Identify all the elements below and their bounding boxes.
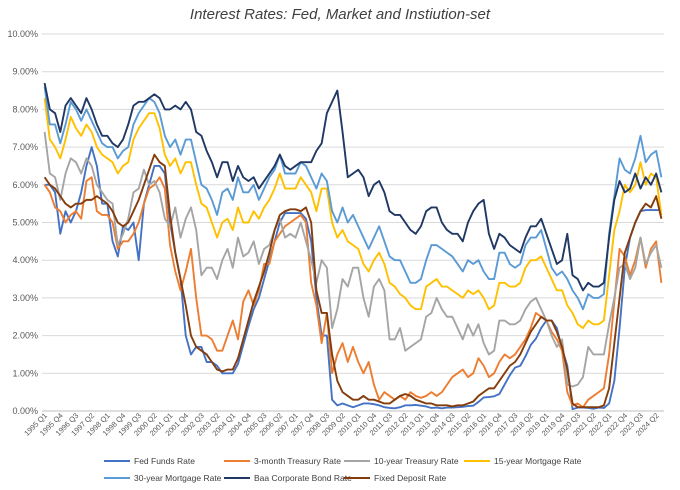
legend-label: Fed Funds Rate	[134, 456, 195, 466]
chart-title: Interest Rates: Fed, Market and Instiuti…	[189, 6, 491, 23]
y-tick-label: 0.00%	[12, 406, 38, 416]
series-line-baa-corporate-bond-rate	[43, 82, 663, 292]
series-line-30-year-mortgage-rate	[43, 86, 663, 311]
y-tick-label: 3.00%	[12, 293, 38, 303]
legend-label: Baa Corporate Bond Rate	[254, 473, 352, 483]
series-line-15-year-mortgage-rate	[43, 97, 663, 330]
legend-label: Fixed Deposit Rate	[374, 473, 447, 483]
y-tick-label: 8.00%	[12, 104, 38, 114]
y-tick-label: 9.00%	[12, 67, 38, 77]
y-tick-label: 1.00%	[12, 368, 38, 378]
legend-label: 3-month Treasury Rate	[254, 456, 341, 466]
y-tick-label: 2.00%	[12, 331, 38, 341]
legend-label: 30-year Mortgage Rate	[134, 473, 222, 483]
series-line-10-year-treasury-rate	[43, 131, 663, 388]
y-tick-label: 5.00%	[12, 218, 38, 228]
y-tick-label: 10.00%	[7, 29, 38, 39]
series-line-fed-funds-rate	[44, 146, 662, 411]
legend-label: 15-year Mortgage Rate	[494, 456, 582, 466]
y-tick-label: 7.00%	[12, 142, 38, 152]
y-tick-label: 4.00%	[12, 255, 38, 265]
y-tick-label: 6.00%	[12, 180, 38, 190]
legend-label: 10-year Treasury Rate	[374, 456, 459, 466]
series-line-fixed-deposit-rate	[43, 153, 663, 409]
